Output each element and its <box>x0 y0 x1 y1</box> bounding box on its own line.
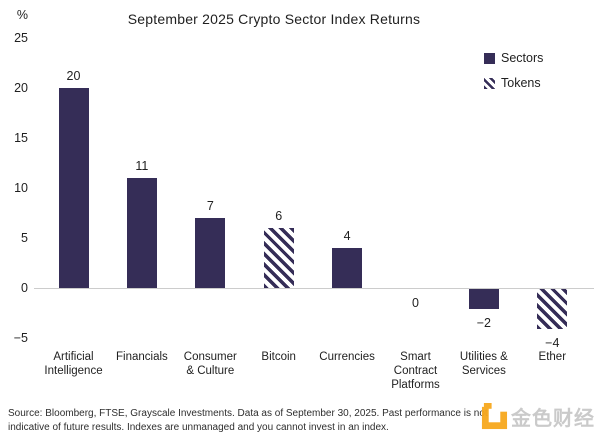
legend-label: Sectors <box>501 51 544 65</box>
y-tick-label: 25 <box>14 31 28 45</box>
y-axis-unit-label: % <box>16 8 28 22</box>
source-line-2: indicative of future results. Indexes ar… <box>8 421 389 433</box>
x-axis-label: Smart Contract Platforms <box>391 351 440 391</box>
x-axis-label: Ether <box>538 351 567 363</box>
bar-value-label: −4 <box>545 336 560 350</box>
bar-value-label: 11 <box>135 159 149 173</box>
source-line-1: Source: Bloomberg, FTSE, Grayscale Inves… <box>8 408 488 419</box>
legend-item-tokens: Tokens <box>484 76 541 90</box>
y-tick-label: 10 <box>14 181 28 195</box>
bar-utilities-services <box>468 289 499 309</box>
x-axis-label: Bitcoin <box>261 351 296 363</box>
zero-gridline <box>34 288 594 289</box>
bar-ether <box>537 289 568 329</box>
watermark-text: 金色财经 <box>511 408 595 430</box>
y-tick-label: 15 <box>14 131 28 145</box>
bar-bitcoin <box>263 228 294 288</box>
bar-value-label: 0 <box>412 296 419 310</box>
watermark: 金色财经 <box>481 402 595 431</box>
bar-financials <box>126 178 157 288</box>
x-axis-label: Consumer & Culture <box>183 351 237 377</box>
y-tick-label: 0 <box>21 281 28 295</box>
bar-value-label: 7 <box>206 199 214 213</box>
bar-value-label: 4 <box>343 229 351 243</box>
bar-artificial-intelligence <box>58 88 89 288</box>
bar-value-label: 6 <box>275 209 283 223</box>
bar-consumer-culture <box>195 218 226 288</box>
legend-label: Tokens <box>501 76 541 90</box>
legend-item-sectors: Sectors <box>484 51 543 65</box>
bar-value-label: −2 <box>476 316 492 330</box>
legend-swatch-hatched-icon <box>484 77 495 89</box>
y-tick-label: −5 <box>13 331 28 345</box>
x-axis-label: Currencies <box>319 351 375 363</box>
x-axis-label: Financials <box>116 351 168 363</box>
jinse-finance-logo-icon <box>481 403 508 430</box>
x-axis-label: Utilities & Services <box>459 351 508 377</box>
y-tick-label: 5 <box>21 231 28 245</box>
y-tick-label: 20 <box>14 81 28 95</box>
source-disclaimer: Source: Bloomberg, FTSE, Grayscale Inves… <box>8 407 488 434</box>
legend-swatch-solid-icon <box>484 52 495 64</box>
chart-title: September 2025 Crypto Sector Index Retur… <box>127 11 421 27</box>
bar-value-label: 20 <box>66 69 81 83</box>
x-axis-label: Artificial Intelligence <box>44 351 103 377</box>
bar-currencies <box>332 248 363 288</box>
